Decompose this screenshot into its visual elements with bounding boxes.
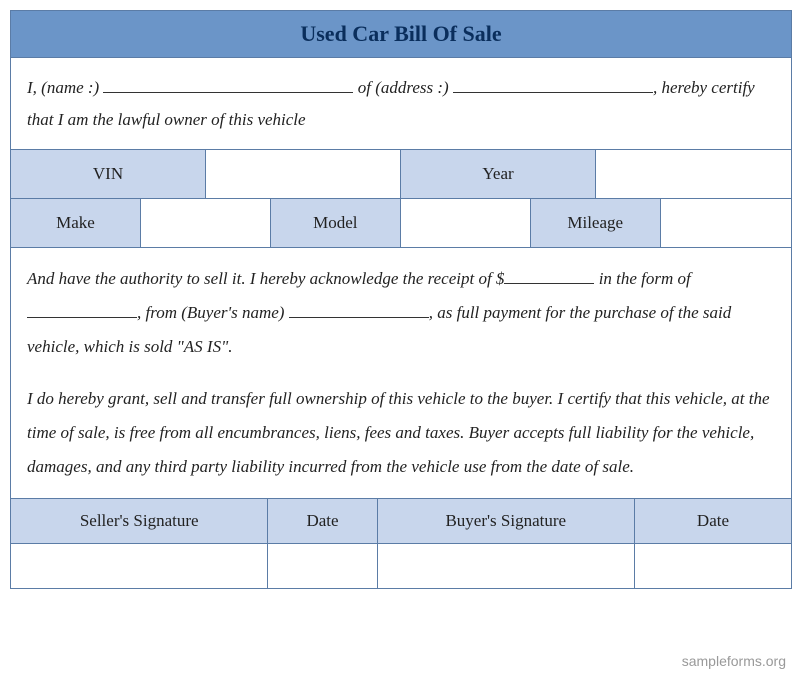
vin-field[interactable] (206, 150, 401, 198)
seller-date-field[interactable] (268, 544, 377, 588)
vehicle-row-2: Make Model Mileage (11, 199, 791, 248)
year-field[interactable] (596, 150, 791, 198)
body-p1c: , from (Buyer's name) (137, 303, 289, 322)
buyer-date-field[interactable] (635, 544, 791, 588)
body-p1b: in the form of (594, 269, 690, 288)
model-label: Model (271, 199, 401, 247)
buyer-name-blank[interactable] (289, 301, 429, 318)
name-blank[interactable] (103, 76, 353, 93)
mileage-field[interactable] (661, 199, 791, 247)
seller-signature-field[interactable] (11, 544, 268, 588)
buyer-signature-field[interactable] (378, 544, 635, 588)
bill-of-sale-form: Used Car Bill Of Sale I, (name :) of (ad… (10, 10, 792, 589)
vehicle-row-1: VIN Year (11, 150, 791, 199)
signature-value-row (11, 544, 791, 588)
buyer-date-label: Date (635, 499, 791, 543)
amount-blank[interactable] (504, 267, 594, 284)
body-paragraph-2: I do hereby grant, sell and transfer ful… (27, 382, 775, 484)
address-blank[interactable] (453, 76, 653, 93)
cert-mid: of (address :) (353, 78, 452, 97)
make-label: Make (11, 199, 141, 247)
body-paragraph-1: And have the authority to sell it. I her… (27, 262, 775, 364)
signature-header-row: Seller's Signature Date Buyer's Signatur… (11, 499, 791, 544)
mileage-label: Mileage (531, 199, 661, 247)
body-p1a: And have the authority to sell it. I her… (27, 269, 504, 288)
model-field[interactable] (401, 199, 531, 247)
form-of-blank[interactable] (27, 301, 137, 318)
seller-date-label: Date (268, 499, 377, 543)
vin-label: VIN (11, 150, 206, 198)
cert-prefix: I, (name :) (27, 78, 103, 97)
watermark-text: sampleforms.org (682, 653, 786, 669)
seller-signature-label: Seller's Signature (11, 499, 268, 543)
year-label: Year (401, 150, 596, 198)
certification-section: I, (name :) of (address :) , hereby cert… (11, 58, 791, 150)
buyer-signature-label: Buyer's Signature (378, 499, 635, 543)
form-title: Used Car Bill Of Sale (11, 11, 791, 58)
make-field[interactable] (141, 199, 271, 247)
body-section: And have the authority to sell it. I her… (11, 248, 791, 499)
